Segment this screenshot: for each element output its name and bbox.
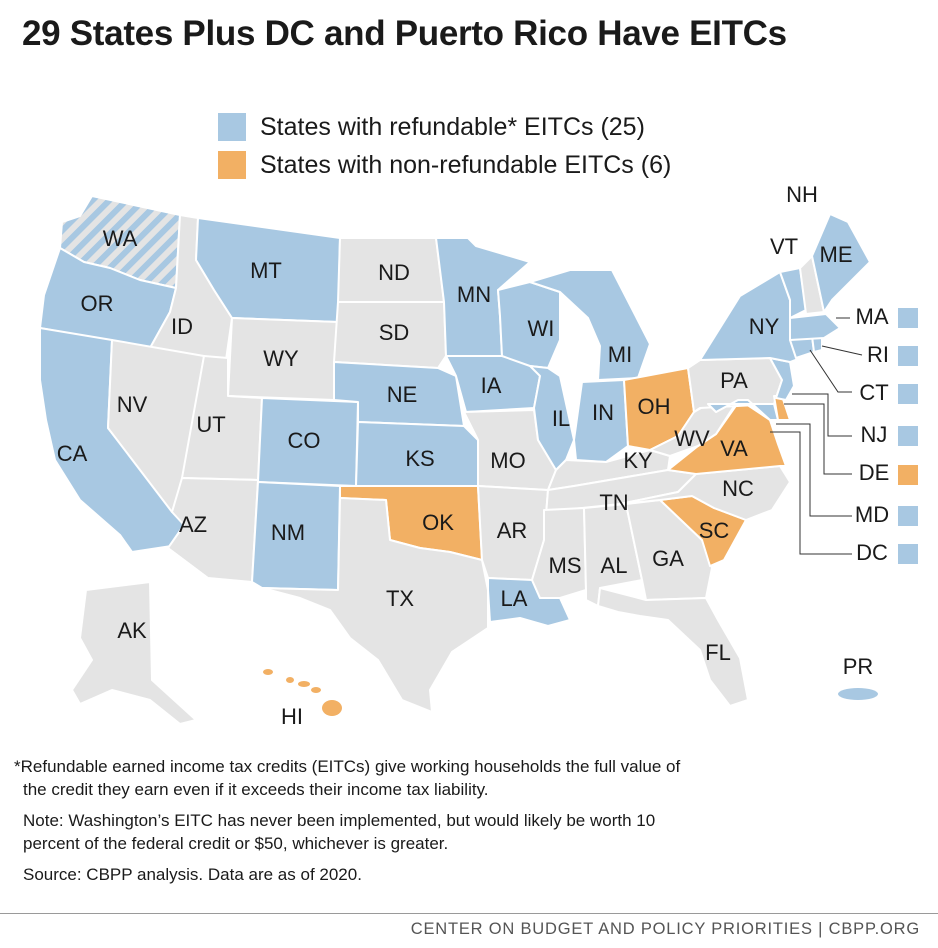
label-oh: OH	[638, 394, 671, 419]
footnote-line-2: the credit they earn even if it exceeds …	[23, 780, 489, 799]
callout-lines	[770, 317, 863, 555]
notes: *Refundable earned income tax credits (E…	[14, 755, 914, 894]
legend-swatch-nonrefundable	[218, 151, 246, 179]
footnote-line-1: *Refundable earned income tax credits (E…	[14, 757, 681, 776]
label-pr: PR	[843, 654, 874, 679]
label-mn: MN	[457, 282, 491, 307]
label-az: AZ	[179, 512, 207, 537]
state-mi	[529, 269, 651, 381]
state-fl	[597, 587, 749, 707]
legend-label-refundable: States with refundable* EITCs (25)	[260, 112, 645, 141]
label-nm: NM	[271, 520, 305, 545]
label-mi: MI	[608, 342, 632, 367]
callout-swatch-dc	[898, 544, 918, 564]
state-tx	[261, 497, 489, 713]
label-wv: WV	[674, 426, 710, 451]
callout-label-ri: RI	[867, 342, 889, 367]
state-ak	[71, 581, 197, 725]
label-tx: TX	[386, 586, 414, 611]
callout-label-dc: DC	[856, 540, 888, 565]
legend-item-nonrefundable: States with non-refundable EITCs (6)	[218, 146, 671, 184]
label-wa: WA	[103, 226, 138, 251]
label-fl: FL	[705, 640, 731, 665]
label-sd: SD	[379, 320, 410, 345]
label-sc: SC	[699, 518, 730, 543]
note: Note: Washington’s EITC has never been i…	[14, 809, 914, 855]
footer-credit: CENTER ON BUDGET AND POLICY PRIORITIES |…	[410, 920, 920, 938]
label-nc: NC	[722, 476, 754, 501]
label-ca: CA	[57, 441, 88, 466]
label-ga: GA	[652, 546, 684, 571]
callout-swatch-ri	[898, 346, 918, 366]
label-ak: AK	[117, 618, 147, 643]
label-nv: NV	[117, 392, 148, 417]
legend: States with refundable* EITCs (25) State…	[218, 108, 671, 184]
label-nd: ND	[378, 260, 410, 285]
label-in: IN	[592, 400, 614, 425]
territory-pr	[838, 688, 878, 700]
label-ky: KY	[623, 448, 653, 473]
callout-label-nj: NJ	[861, 422, 888, 447]
callout-swatch-de	[898, 465, 918, 485]
label-or: OR	[81, 291, 114, 316]
footer-divider	[0, 913, 938, 914]
label-il: IL	[552, 406, 570, 431]
label-co: CO	[288, 428, 321, 453]
callout-swatch-ct	[898, 384, 918, 404]
legend-item-refundable: States with refundable* EITCs (25)	[218, 108, 671, 146]
label-mt: MT	[250, 258, 282, 283]
callout-label-md: MD	[855, 502, 889, 527]
label-hi: HI	[281, 704, 303, 729]
label-id: ID	[171, 314, 193, 339]
label-nh: NH	[786, 182, 818, 207]
label-tn: TN	[599, 490, 628, 515]
label-ia: IA	[481, 373, 502, 398]
state-md	[707, 399, 779, 421]
label-mo: MO	[490, 448, 525, 473]
us-map: WA OR CA ID NV MT WY UT AZ CO NM ND SD N…	[39, 182, 918, 729]
callout-label-ma: MA	[856, 304, 889, 329]
label-wy: WY	[263, 346, 299, 371]
label-la: LA	[501, 586, 528, 611]
label-ne: NE	[387, 382, 418, 407]
note-line-2: percent of the federal credit or $50, wh…	[23, 834, 449, 853]
callout-label-ct: CT	[859, 380, 888, 405]
label-me: ME	[820, 242, 853, 267]
label-ok: OK	[422, 510, 454, 535]
label-wi: WI	[528, 316, 555, 341]
label-ar: AR	[497, 518, 528, 543]
label-vt: VT	[770, 234, 798, 259]
legend-swatch-refundable	[218, 113, 246, 141]
callout-swatch-nj	[898, 426, 918, 446]
label-ut: UT	[196, 412, 225, 437]
label-ms: MS	[549, 553, 582, 578]
state-sd	[333, 301, 447, 369]
state-vt	[779, 267, 807, 319]
map-title: 29 States Plus DC and Puerto Rico Have E…	[22, 14, 787, 53]
source-note: Source: CBPP analysis. Data are as of 20…	[23, 865, 362, 884]
callout-label-de: DE	[859, 460, 890, 485]
callout-swatch-md	[898, 506, 918, 526]
label-ks: KS	[405, 446, 434, 471]
state-hi	[263, 669, 342, 716]
state-ma	[789, 313, 841, 341]
state-me	[811, 213, 871, 313]
label-va: VA	[720, 436, 748, 461]
legend-label-nonrefundable: States with non-refundable EITCs (6)	[260, 150, 672, 179]
label-pa: PA	[720, 368, 748, 393]
footnote: *Refundable earned income tax credits (E…	[14, 755, 914, 801]
note-line-1: Note: Washington’s EITC has never been i…	[23, 811, 656, 830]
label-ny: NY	[749, 314, 780, 339]
callout-swatch-ma	[898, 308, 918, 328]
label-al: AL	[601, 553, 628, 578]
